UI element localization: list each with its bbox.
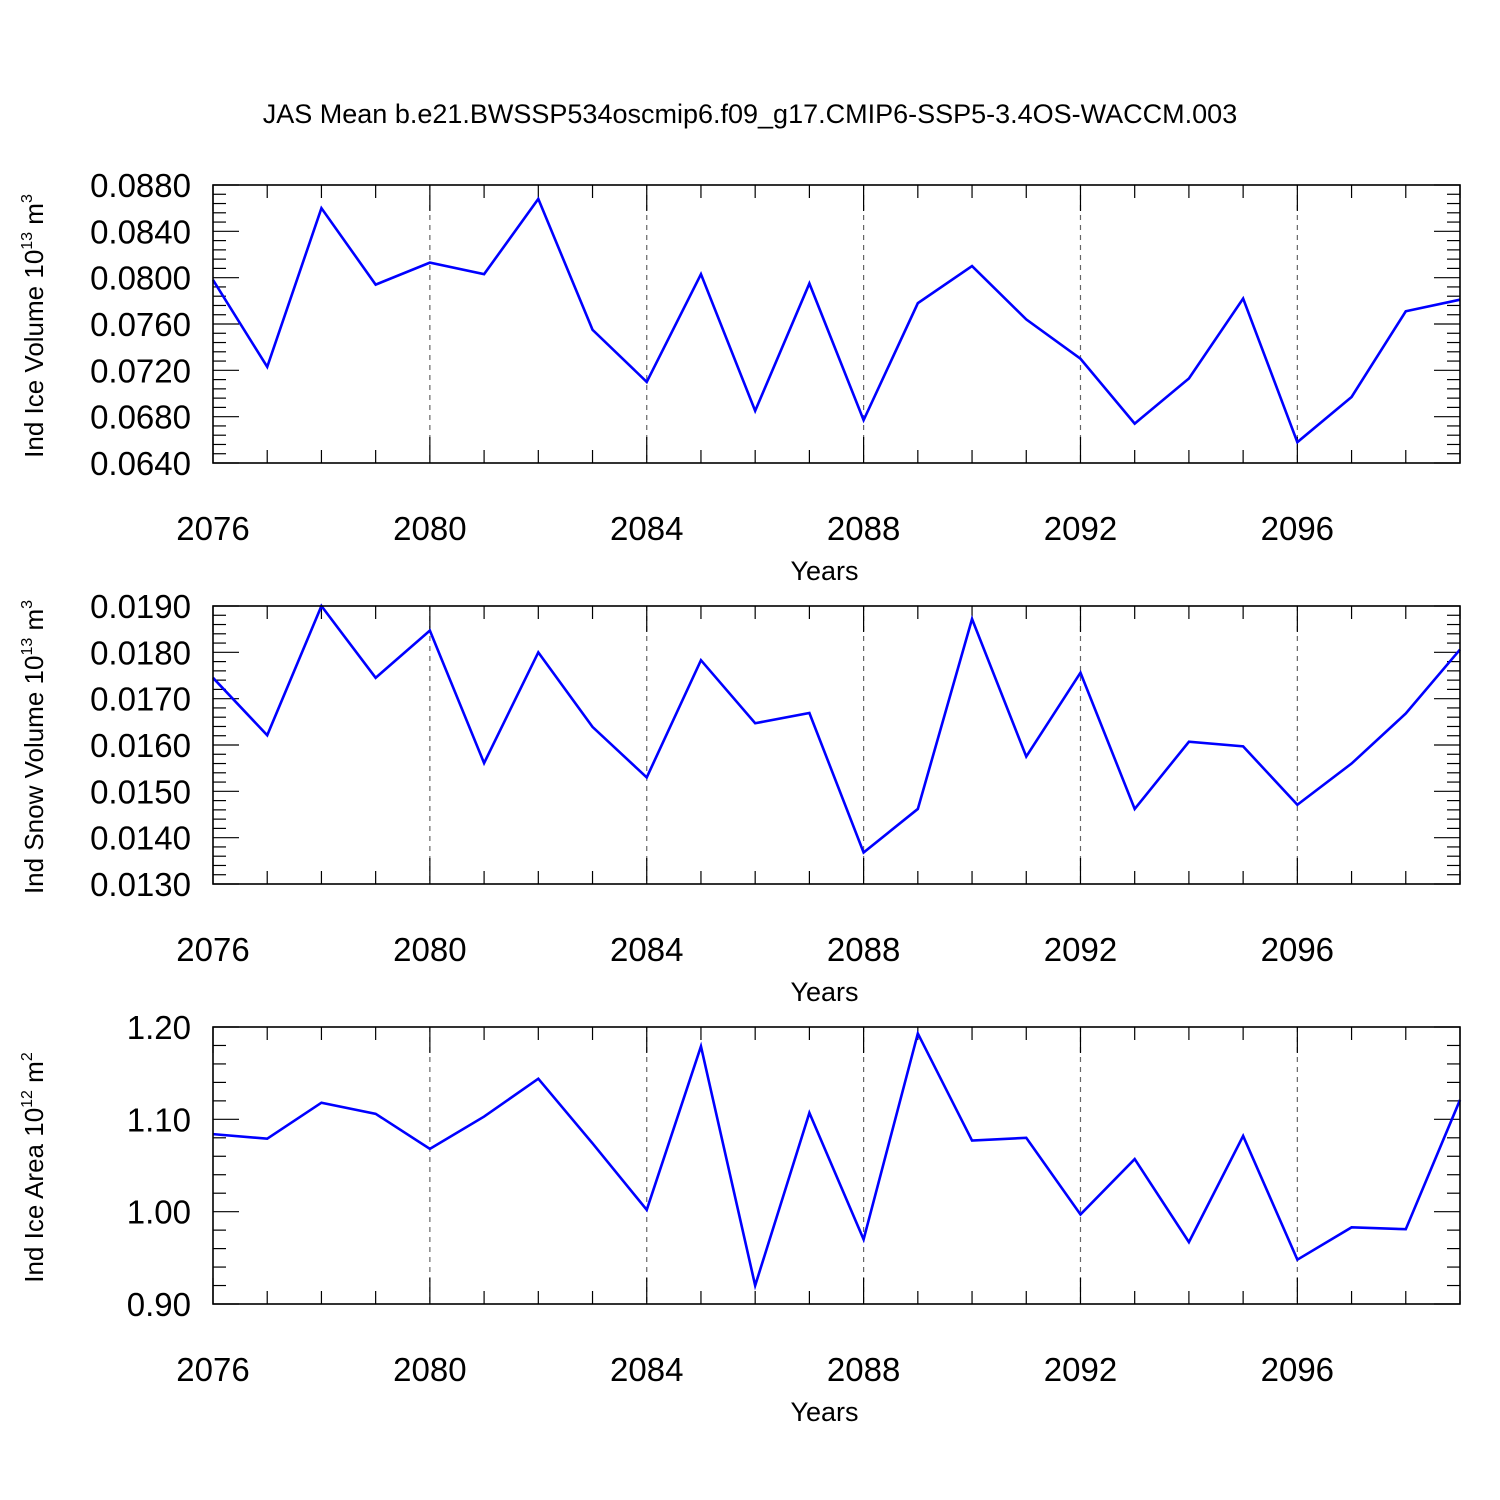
- y-axis-label-part: m: [19, 609, 49, 638]
- x-tick-label: 2080: [393, 931, 466, 968]
- x-tick-label: 2088: [827, 1351, 900, 1388]
- x-tick-label: 2096: [1261, 510, 1334, 547]
- x-tick-label: 2076: [176, 1351, 249, 1388]
- y-axis-label: Ind Ice Volume 1013 m3: [19, 194, 49, 458]
- series-line: [212, 1029, 1462, 1291]
- x-tick-label: 2084: [610, 931, 683, 968]
- plot-frame: [212, 184, 1461, 464]
- x-tick-label: 2092: [1044, 510, 1117, 547]
- x-tick-label: 2096: [1261, 931, 1334, 968]
- x-tick-label: 2092: [1044, 1351, 1117, 1388]
- y-tick-label: 0.0880: [90, 167, 191, 204]
- series-line: [211, 196, 1461, 445]
- y-axis-label-superscript: 3: [19, 600, 36, 609]
- x-tick-label: 2084: [610, 510, 683, 547]
- y-tick-label: 0.0680: [90, 399, 191, 436]
- x-tick-label: 2092: [1044, 931, 1117, 968]
- y-tick-label: 1.10: [127, 1101, 191, 1138]
- x-tick-label: 2084: [610, 1351, 683, 1388]
- plot-frame: [212, 1026, 1461, 1305]
- y-axis-label-part: Ind Snow Volume 10: [19, 656, 49, 895]
- y-axis-label-part: m: [19, 1061, 49, 1090]
- y-axis-label-superscript: 3: [19, 194, 36, 203]
- series-line: [212, 603, 1461, 855]
- y-tick-label: 0.0760: [90, 306, 191, 343]
- y-tick-label: 0.0190: [90, 588, 191, 625]
- y-tick-label: 0.0800: [90, 260, 191, 297]
- y-tick-label: 1.00: [127, 1194, 191, 1231]
- y-axis-label: Ind Ice Area 1012 m2: [19, 1052, 49, 1283]
- panel-1: 0.0640 0.0680 0.0720 0.0760 0.0800 0.0840 0.08…: [19, 167, 1461, 586]
- x-axis-label: Years: [790, 1397, 858, 1427]
- x-tick-label: 2080: [393, 1351, 466, 1388]
- y-axis-label-superscript: 13: [19, 638, 36, 656]
- x-tick-label: 2088: [827, 510, 900, 547]
- y-tick-label: 0.0130: [90, 866, 191, 903]
- y-tick-label: 1.20: [127, 1009, 191, 1046]
- y-tick-label: 0.0180: [90, 634, 191, 671]
- y-tick-label: 0.0170: [90, 681, 191, 718]
- y-tick-label: 0.0150: [90, 773, 191, 810]
- y-axis-label-superscript: 13: [19, 232, 36, 250]
- figure-title: JAS Mean b.e21.BWSSP534oscmip6.f09_g17.C…: [263, 99, 1237, 129]
- y-tick-label: 0.90: [127, 1286, 191, 1323]
- y-axis-label-superscript: 12: [19, 1090, 36, 1108]
- y-tick-label: 0.0720: [90, 352, 191, 389]
- panel-3: 0.90 1.00 1.10 1.20 2076 2080 2084 2088 2092 2096…: [19, 1009, 1462, 1427]
- panels-group: 0.0640 0.0680 0.0720 0.0760 0.0800 0.0840 0.08…: [19, 167, 1462, 1427]
- x-axis-label: Years: [790, 556, 858, 586]
- y-axis-label: Ind Snow Volume 1013 m3: [19, 600, 49, 894]
- y-tick-label: 0.0140: [90, 820, 191, 857]
- x-tick-label: 2076: [176, 931, 249, 968]
- x-tick-label: 2088: [827, 931, 900, 968]
- y-tick-label: 0.0160: [90, 727, 191, 764]
- plot-frame: [212, 605, 1461, 885]
- x-tick-label: 2076: [176, 510, 249, 547]
- y-tick-label: 0.0640: [90, 445, 191, 482]
- y-axis-label-part: m: [19, 203, 49, 232]
- y-axis-label-part: Ind Ice Area 10: [19, 1108, 49, 1283]
- x-axis-label: Years: [790, 977, 858, 1007]
- x-tick-label: 2080: [393, 510, 466, 547]
- y-axis-label-superscript: 2: [19, 1052, 36, 1061]
- y-axis-label-part: Ind Ice Volume 10: [19, 250, 49, 458]
- y-tick-label: 0.0840: [90, 213, 191, 250]
- x-tick-label: 2096: [1261, 1351, 1334, 1388]
- panel-2: 0.0130 0.0140 0.0150 0.0160 0.0170 0.0180 0.01…: [19, 588, 1461, 1007]
